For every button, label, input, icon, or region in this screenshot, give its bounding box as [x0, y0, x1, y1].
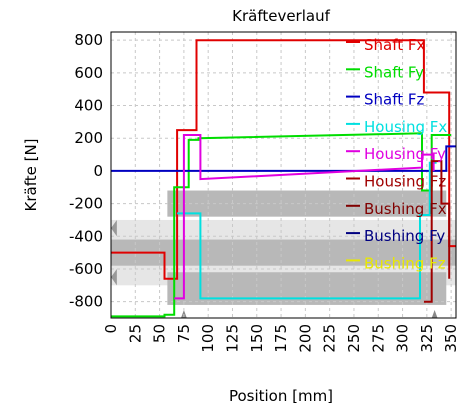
legend-label: Bushing Fy — [364, 227, 445, 245]
series-line-housing-fz — [423, 160, 451, 303]
y-tick-label: 800 — [74, 31, 103, 49]
legend-label: Shaft Fx — [364, 36, 426, 54]
y-tick-label: 600 — [74, 64, 103, 82]
legend-label: Shaft Fz — [364, 91, 425, 109]
series-line-housing-fx — [177, 161, 437, 300]
x-tick-label: 300 — [394, 324, 412, 353]
x-tick-label: 100 — [199, 324, 217, 353]
series-line-shaft-fz — [111, 145, 456, 172]
x-tick-label: 25 — [126, 324, 144, 343]
x-tick-label: 275 — [369, 324, 387, 353]
plot-frame — [110, 31, 457, 319]
y-tick-label: -600 — [69, 260, 103, 278]
y-axis-label: Kräfte [N] — [22, 138, 40, 211]
x-tick-label: 350 — [442, 324, 460, 353]
legend-label: Bushing Fx — [364, 200, 447, 218]
x-tick-label: 0 — [102, 324, 120, 334]
x-tick-labels: 0 25 50 75 100 125 150 175 200 225 250 275 300 325 350 — [102, 324, 460, 353]
x-tick-label: 50 — [151, 324, 169, 343]
x-tick-label: 225 — [321, 324, 339, 353]
shaft-section-icon — [111, 190, 456, 318]
y-tick-label: 200 — [74, 129, 103, 147]
series-line-housing-fy — [174, 134, 435, 300]
series-line-shaft-fx — [111, 39, 456, 280]
y-tick-labels: -800 -600 -400 -200 0 200 400 600 800 — [69, 31, 103, 310]
x-tick-label: 200 — [296, 324, 314, 353]
x-tick-label: 125 — [223, 324, 241, 353]
y-tick-label: -400 — [69, 227, 103, 245]
legend: Shaft Fx Shaft Fy Shaft Fz Housing Fx Housin… — [346, 36, 447, 272]
x-tick-label: 150 — [248, 324, 266, 353]
y-tick-label: -800 — [69, 293, 103, 311]
legend-label: Housing Fy — [364, 145, 446, 163]
chart-title: Kräfteverlauf — [232, 7, 330, 25]
legend-label: Housing Fz — [364, 173, 446, 191]
legend-label: Shaft Fy — [364, 63, 424, 81]
x-tick-label: 75 — [175, 324, 193, 343]
y-tick-label: 400 — [74, 97, 103, 115]
y-tick-label: -200 — [69, 195, 103, 213]
x-tick-label: 175 — [272, 324, 290, 353]
legend-label: Bushing Fz — [364, 254, 446, 272]
x-tick-label: 250 — [345, 324, 363, 353]
legend-label: Housing Fx — [364, 118, 447, 136]
y-tick-label: 0 — [93, 162, 103, 180]
series-lines — [111, 39, 456, 318]
x-tick-label: 325 — [418, 324, 436, 353]
x-axis-label: Position [mm] — [229, 387, 333, 405]
